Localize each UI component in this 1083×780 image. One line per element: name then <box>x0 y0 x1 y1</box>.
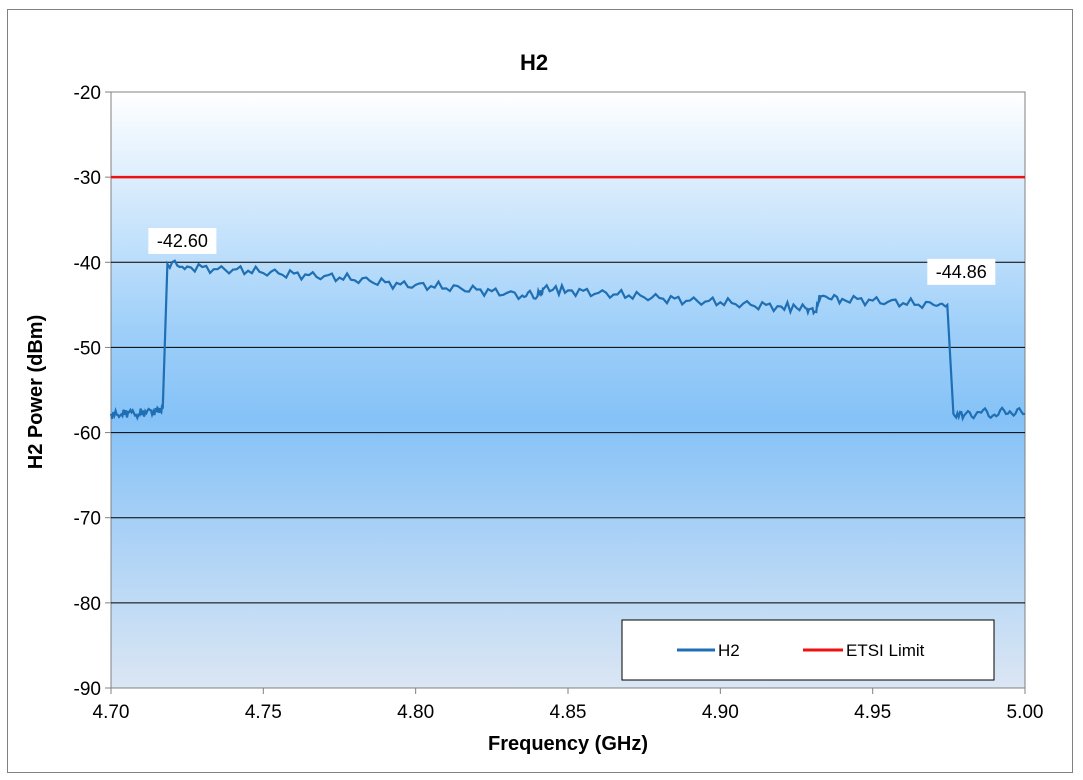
y-tick-label: -80 <box>74 594 101 615</box>
y-tick-label: -60 <box>74 424 101 445</box>
legend: H2 ETSI Limit <box>621 619 995 681</box>
chart-frame: H2 -90 -80 -70 -60 -50 -40 -30 -20 4.70 4.75 4.80… <box>7 9 1073 773</box>
legend-label-h2: H2 <box>718 641 740 660</box>
plot-area <box>110 91 1026 689</box>
data-label: -42.60 <box>157 231 208 251</box>
y-tick-label: -40 <box>74 253 101 274</box>
y-tick-label: -50 <box>74 338 101 359</box>
y-tick-label: -30 <box>74 168 101 189</box>
x-tick-label: 5.00 <box>1007 702 1044 723</box>
x-tick-label: 4.95 <box>854 702 891 723</box>
y-tick-label: -70 <box>74 509 101 530</box>
chart-canvas: H2 -90 -80 -70 -60 -50 -40 -30 -20 4.70 4.75 4.80… <box>25 50 1044 755</box>
x-tick-label: 4.75 <box>245 702 282 723</box>
x-tick-label: 4.85 <box>550 702 587 723</box>
legend-label-etsi-limit: ETSI Limit <box>846 641 925 660</box>
y-tick-label: -90 <box>74 679 101 700</box>
series-line-h2 <box>109 259 1026 422</box>
y-axis-title: H2 Power (dBm) <box>25 315 47 469</box>
x-tick-label: 4.70 <box>93 702 130 723</box>
y-tick-labels: -90 -80 -70 -60 -50 -40 -30 -20 <box>74 83 101 700</box>
x-axis-title: Frequency (GHz) <box>488 733 648 755</box>
x-tick-label: 4.80 <box>397 702 434 723</box>
x-tick-labels: 4.70 4.75 4.80 4.85 4.90 4.95 5.00 <box>93 702 1044 723</box>
chart-title: H2 <box>520 50 548 75</box>
data-labels: -42.60 -44.86 <box>148 227 996 285</box>
data-label: -44.86 <box>936 262 987 282</box>
series-lines <box>109 175 1026 422</box>
y-tick-label: -20 <box>74 83 101 104</box>
data-label-box <box>148 227 217 254</box>
data-label-box <box>927 258 996 285</box>
x-tick-label: 4.90 <box>702 702 739 723</box>
